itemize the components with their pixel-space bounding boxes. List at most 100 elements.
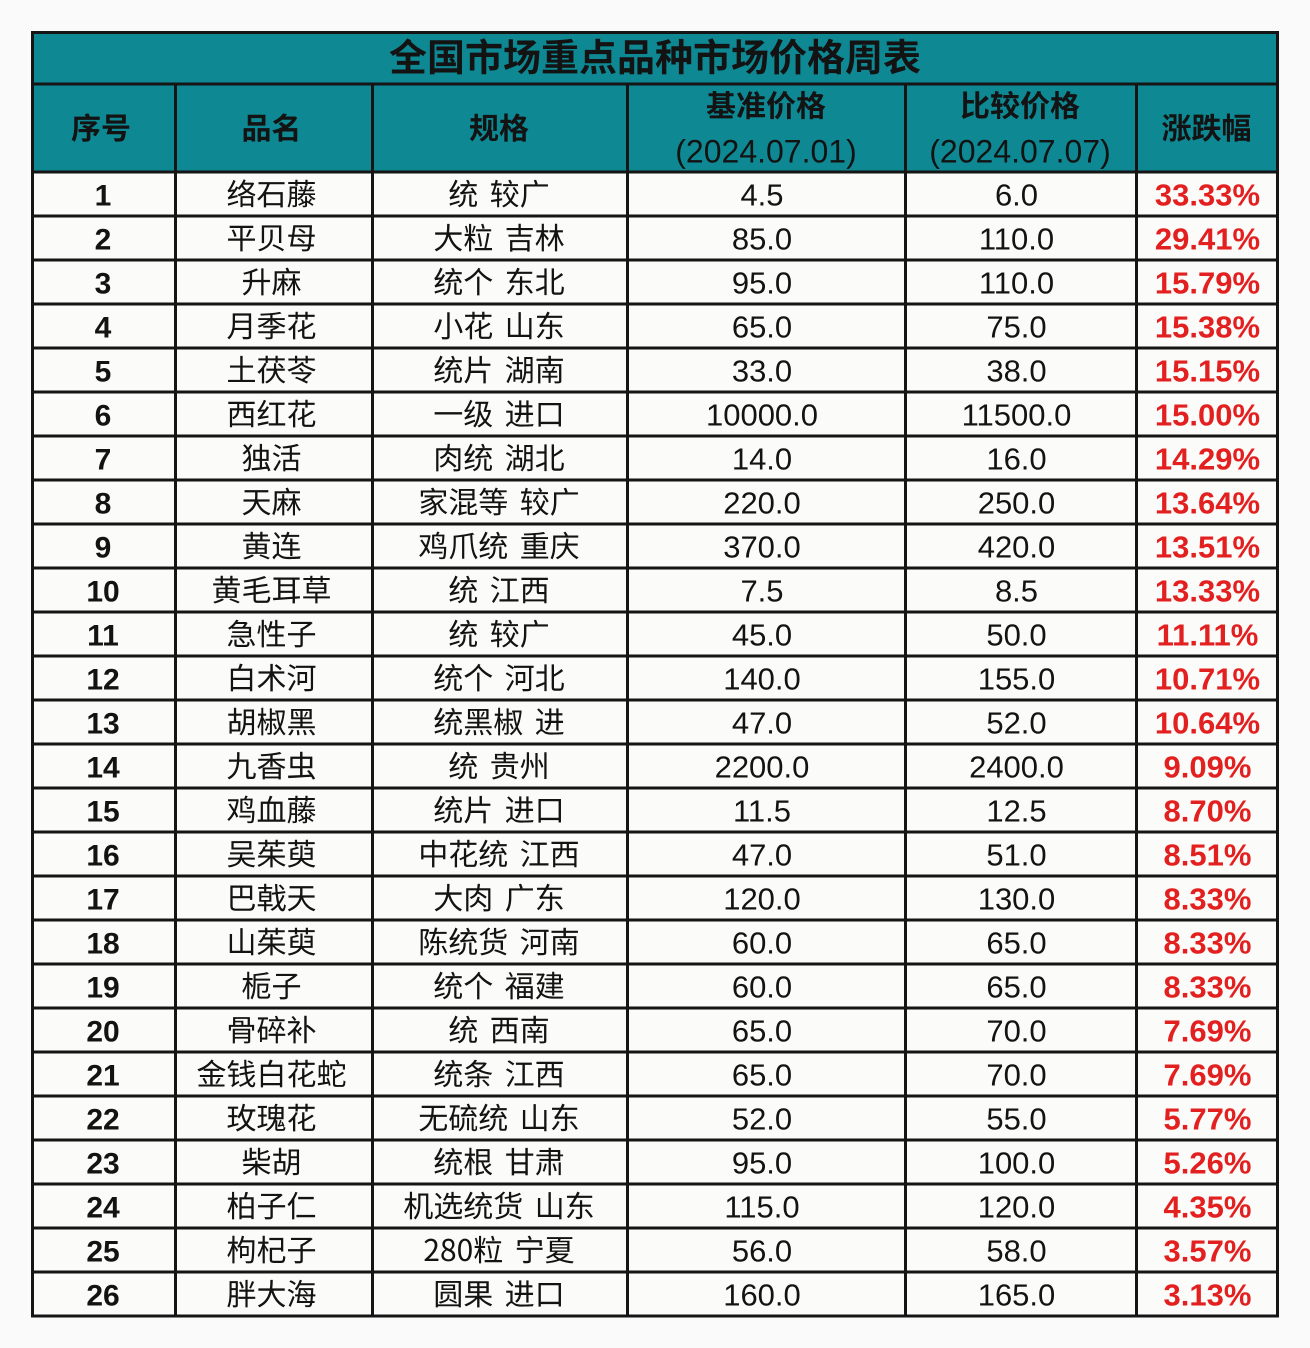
svg-text:220.0: 220.0: [723, 486, 801, 521]
svg-text:51.0: 51.0: [986, 838, 1046, 873]
svg-text:15.38%: 15.38%: [1155, 310, 1260, 345]
svg-text:15: 15: [86, 796, 119, 829]
svg-text:2200.0: 2200.0: [715, 750, 810, 785]
svg-text:52.0: 52.0: [986, 706, 1046, 741]
svg-text:14: 14: [86, 752, 120, 785]
svg-text:5.77%: 5.77%: [1164, 1102, 1252, 1137]
svg-text:120.0: 120.0: [978, 1190, 1056, 1225]
svg-text:85.0: 85.0: [732, 222, 792, 257]
svg-text:11: 11: [87, 620, 119, 653]
svg-text:2400.0: 2400.0: [969, 750, 1064, 785]
svg-text:11.5: 11.5: [733, 794, 791, 829]
svg-text:65.0: 65.0: [986, 926, 1046, 961]
svg-text:17: 17: [86, 884, 119, 917]
svg-text:52.0: 52.0: [732, 1102, 792, 1137]
svg-text:8.33%: 8.33%: [1164, 970, 1252, 1005]
svg-text:45.0: 45.0: [732, 618, 792, 653]
svg-text:21: 21: [86, 1060, 119, 1093]
svg-text:7.69%: 7.69%: [1164, 1014, 1252, 1049]
svg-text:7.5: 7.5: [740, 574, 783, 609]
svg-text:24: 24: [86, 1192, 120, 1225]
svg-text:11500.0: 11500.0: [962, 398, 1072, 433]
svg-text:65.0: 65.0: [986, 970, 1046, 1005]
svg-text:50.0: 50.0: [986, 618, 1046, 653]
svg-text:7: 7: [95, 444, 112, 477]
svg-text:95.0: 95.0: [732, 1146, 792, 1181]
svg-text:75.0: 75.0: [986, 310, 1046, 345]
svg-text:3.13%: 3.13%: [1164, 1278, 1252, 1313]
svg-text:15.79%: 15.79%: [1155, 266, 1260, 301]
svg-text:100.0: 100.0: [978, 1146, 1056, 1181]
svg-text:70.0: 70.0: [986, 1014, 1046, 1049]
svg-text:10: 10: [86, 576, 119, 609]
svg-text:420.0: 420.0: [978, 530, 1056, 565]
svg-text:155.0: 155.0: [978, 662, 1056, 697]
svg-text:13.51%: 13.51%: [1155, 530, 1260, 565]
svg-text:11.11%: 11.11%: [1157, 618, 1259, 653]
svg-text:115.0: 115.0: [724, 1190, 799, 1225]
svg-text:8: 8: [95, 488, 112, 521]
svg-text:160.0: 160.0: [723, 1278, 801, 1313]
svg-text:6: 6: [95, 400, 112, 433]
svg-text:25: 25: [86, 1236, 119, 1269]
svg-text:4: 4: [95, 312, 112, 345]
svg-text:10.64%: 10.64%: [1155, 706, 1260, 741]
svg-text:10000.0: 10000.0: [706, 398, 818, 433]
svg-text:(2024.07.01): (2024.07.01): [675, 134, 856, 170]
svg-text:370.0: 370.0: [723, 530, 801, 565]
svg-text:33.33%: 33.33%: [1155, 178, 1260, 213]
svg-text:6.0: 6.0: [995, 178, 1038, 213]
svg-text:47.0: 47.0: [732, 838, 792, 873]
svg-text:2: 2: [95, 224, 112, 257]
svg-text:56.0: 56.0: [732, 1234, 792, 1269]
svg-text:23: 23: [86, 1148, 119, 1181]
svg-text:18: 18: [86, 928, 119, 961]
svg-text:250.0: 250.0: [978, 486, 1056, 521]
svg-text:110.0: 110.0: [979, 222, 1054, 257]
svg-text:9.09%: 9.09%: [1164, 750, 1252, 785]
svg-text:16: 16: [86, 840, 119, 873]
svg-text:15.15%: 15.15%: [1155, 354, 1260, 389]
svg-text:8.33%: 8.33%: [1164, 882, 1252, 917]
svg-text:8.5: 8.5: [995, 574, 1038, 609]
svg-text:33.0: 33.0: [732, 354, 792, 389]
svg-text:7.69%: 7.69%: [1164, 1058, 1252, 1093]
svg-text:3: 3: [95, 268, 112, 301]
svg-text:8.70%: 8.70%: [1164, 794, 1252, 829]
svg-text:3.57%: 3.57%: [1164, 1234, 1252, 1269]
svg-text:140.0: 140.0: [723, 662, 801, 697]
svg-text:65.0: 65.0: [732, 310, 792, 345]
svg-text:5: 5: [95, 356, 112, 389]
svg-text:70.0: 70.0: [986, 1058, 1046, 1093]
svg-text:58.0: 58.0: [986, 1234, 1046, 1269]
svg-text:26: 26: [86, 1280, 119, 1313]
svg-text:9: 9: [95, 532, 112, 565]
svg-text:55.0: 55.0: [986, 1102, 1046, 1137]
svg-text:12: 12: [86, 664, 119, 697]
svg-text:110.0: 110.0: [979, 266, 1054, 301]
svg-text:20: 20: [86, 1016, 119, 1049]
svg-text:47.0: 47.0: [732, 706, 792, 741]
svg-text:12.5: 12.5: [986, 794, 1046, 829]
svg-text:65.0: 65.0: [732, 1014, 792, 1049]
svg-text:95.0: 95.0: [732, 266, 792, 301]
svg-text:14.29%: 14.29%: [1155, 442, 1260, 477]
svg-text:165.0: 165.0: [978, 1278, 1056, 1313]
svg-text:15.00%: 15.00%: [1155, 398, 1260, 433]
svg-text:5.26%: 5.26%: [1164, 1146, 1252, 1181]
svg-text:60.0: 60.0: [732, 970, 792, 1005]
svg-text:4.35%: 4.35%: [1164, 1190, 1252, 1225]
svg-text:14.0: 14.0: [732, 442, 792, 477]
svg-text:4.5: 4.5: [740, 178, 783, 213]
svg-text:130.0: 130.0: [978, 882, 1056, 917]
svg-text:60.0: 60.0: [732, 926, 792, 961]
svg-text:65.0: 65.0: [732, 1058, 792, 1093]
svg-text:13: 13: [86, 708, 119, 741]
svg-text:1: 1: [95, 180, 112, 213]
svg-text:8.51%: 8.51%: [1164, 838, 1252, 873]
svg-text:22: 22: [86, 1104, 119, 1137]
svg-text:13.33%: 13.33%: [1155, 574, 1260, 609]
svg-text:13.64%: 13.64%: [1155, 486, 1260, 521]
svg-text:29.41%: 29.41%: [1155, 222, 1260, 257]
svg-text:8.33%: 8.33%: [1164, 926, 1252, 961]
